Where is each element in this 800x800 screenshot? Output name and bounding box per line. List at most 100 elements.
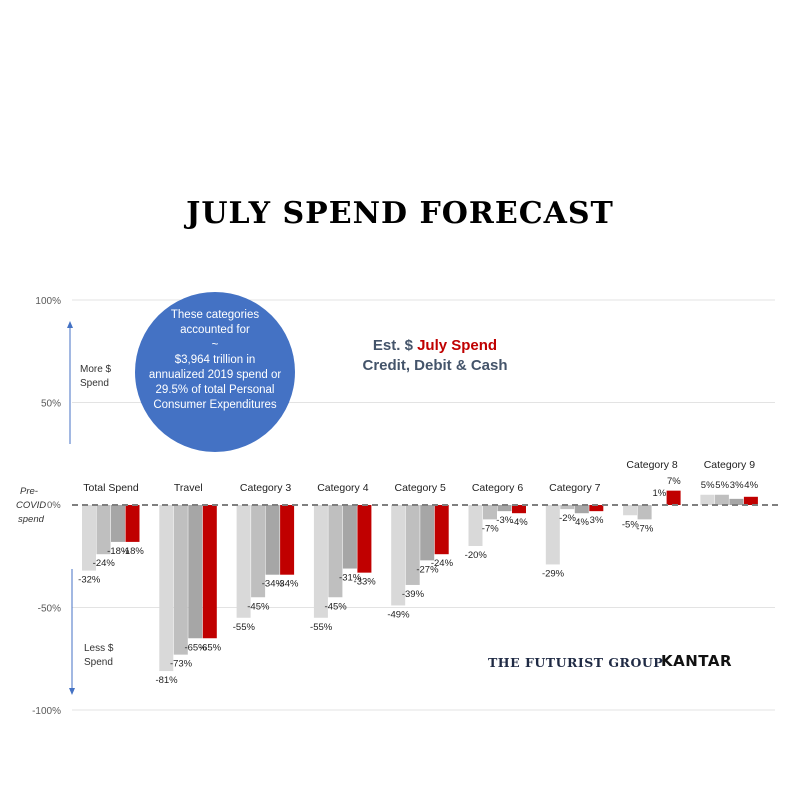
y-tick-label: -100% <box>32 706 61 717</box>
bar <box>545 505 560 565</box>
y-tick-label: 100% <box>35 296 61 307</box>
callout-circle: These categories accounted for ~ $3,964 … <box>135 292 295 452</box>
category-label: Category 8 <box>626 459 678 471</box>
callout-line: These categories <box>170 309 260 321</box>
bar <box>202 505 217 639</box>
data-label: -5% <box>622 519 639 530</box>
data-label: -65% <box>199 642 222 653</box>
data-label: -29% <box>542 568 565 579</box>
callout-line: 29.5% of total Personal <box>155 384 275 396</box>
bar <box>405 505 420 585</box>
category-label: Category 4 <box>317 482 369 494</box>
page-title: JULY SPEND FORECAST <box>186 196 614 231</box>
data-label: -73% <box>170 659 193 670</box>
data-label: -7% <box>482 523 499 534</box>
data-label: -24% <box>431 558 454 569</box>
futurist-group-logo: THE FUTURIST GROUP <box>488 655 664 670</box>
category-label: Total Spend <box>83 482 139 494</box>
bar <box>420 505 435 561</box>
bar <box>173 505 188 655</box>
y-tick-label: -50% <box>38 604 61 615</box>
bar <box>714 494 729 505</box>
data-label: 3% <box>590 515 604 526</box>
data-label: 5% <box>701 480 715 491</box>
bar <box>265 505 280 575</box>
bar <box>125 505 140 542</box>
bar <box>637 505 652 520</box>
data-label: -49% <box>387 609 410 620</box>
data-label: -65% <box>184 642 207 653</box>
bar <box>96 505 111 555</box>
more-spend-label: More $ <box>80 364 112 375</box>
data-label: -27% <box>416 564 439 575</box>
bar <box>468 505 483 546</box>
bar <box>512 505 526 514</box>
bar <box>342 505 357 569</box>
bar <box>589 505 604 512</box>
estimate-prefix: Est. $ <box>372 337 418 354</box>
data-label: 7% <box>667 476 681 487</box>
bar <box>357 505 372 573</box>
bar <box>111 505 125 542</box>
bar <box>574 505 589 514</box>
data-label: -24% <box>93 558 116 569</box>
baseline-label: spend <box>18 514 45 525</box>
data-label: -31% <box>339 573 362 584</box>
data-label: -33% <box>354 577 377 588</box>
bar <box>743 496 758 505</box>
callout-line: accounted for <box>180 324 250 336</box>
bar <box>82 505 96 571</box>
data-label: -39% <box>402 589 425 600</box>
category-label: Travel <box>174 482 203 494</box>
bar <box>700 494 715 505</box>
data-label: -4% <box>511 517 528 528</box>
data-label: -45% <box>325 601 348 612</box>
bar <box>391 505 406 606</box>
bar <box>560 505 575 510</box>
bar <box>188 505 203 639</box>
kantar-logo: KANTAR <box>661 652 733 670</box>
bar <box>313 505 328 618</box>
callout-line: annualized 2019 spend or <box>148 369 282 381</box>
data-label: 5% <box>715 480 729 491</box>
bar <box>666 490 681 505</box>
bar <box>623 505 638 516</box>
category-label: Category 7 <box>549 482 601 494</box>
category-label: Category 9 <box>704 459 756 471</box>
data-label: -32% <box>78 575 101 586</box>
bar <box>497 505 512 512</box>
bar <box>434 505 449 555</box>
callout-line: $3,964 trillion in <box>174 354 256 366</box>
category-label: Category 6 <box>472 482 524 494</box>
data-label: 1% <box>652 488 666 499</box>
up-arrow-icon <box>67 321 73 328</box>
data-label: -55% <box>233 622 256 633</box>
data-label: -81% <box>155 675 178 686</box>
data-label: -7% <box>636 523 653 534</box>
estimate-label: Est. $ July Spend Credit, Debit & Cash <box>350 336 520 376</box>
bar <box>159 505 174 672</box>
data-label: -3% <box>496 515 513 526</box>
data-label: -34% <box>276 579 299 590</box>
data-label: 3% <box>730 480 744 491</box>
bar <box>236 505 251 618</box>
data-label: 4% <box>575 517 589 528</box>
baseline-label: Pre- <box>20 486 38 497</box>
bar <box>328 505 343 598</box>
bar <box>251 505 266 598</box>
callout-line: Consumer Expenditures <box>153 399 277 411</box>
data-label: -55% <box>310 622 333 633</box>
data-label: 4% <box>744 480 758 491</box>
data-label: -18% <box>122 546 145 557</box>
category-label: Category 5 <box>395 482 447 494</box>
y-tick-label: 50% <box>41 399 61 410</box>
less-spend-label: Spend <box>84 657 113 668</box>
data-label: -34% <box>262 579 285 590</box>
category-label: Category 3 <box>240 482 292 494</box>
bar <box>280 505 295 575</box>
bar <box>729 498 744 505</box>
bar <box>483 505 497 520</box>
less-spend-label: Less $ <box>84 643 114 654</box>
estimate-line-2: Credit, Debit & Cash <box>362 357 508 374</box>
